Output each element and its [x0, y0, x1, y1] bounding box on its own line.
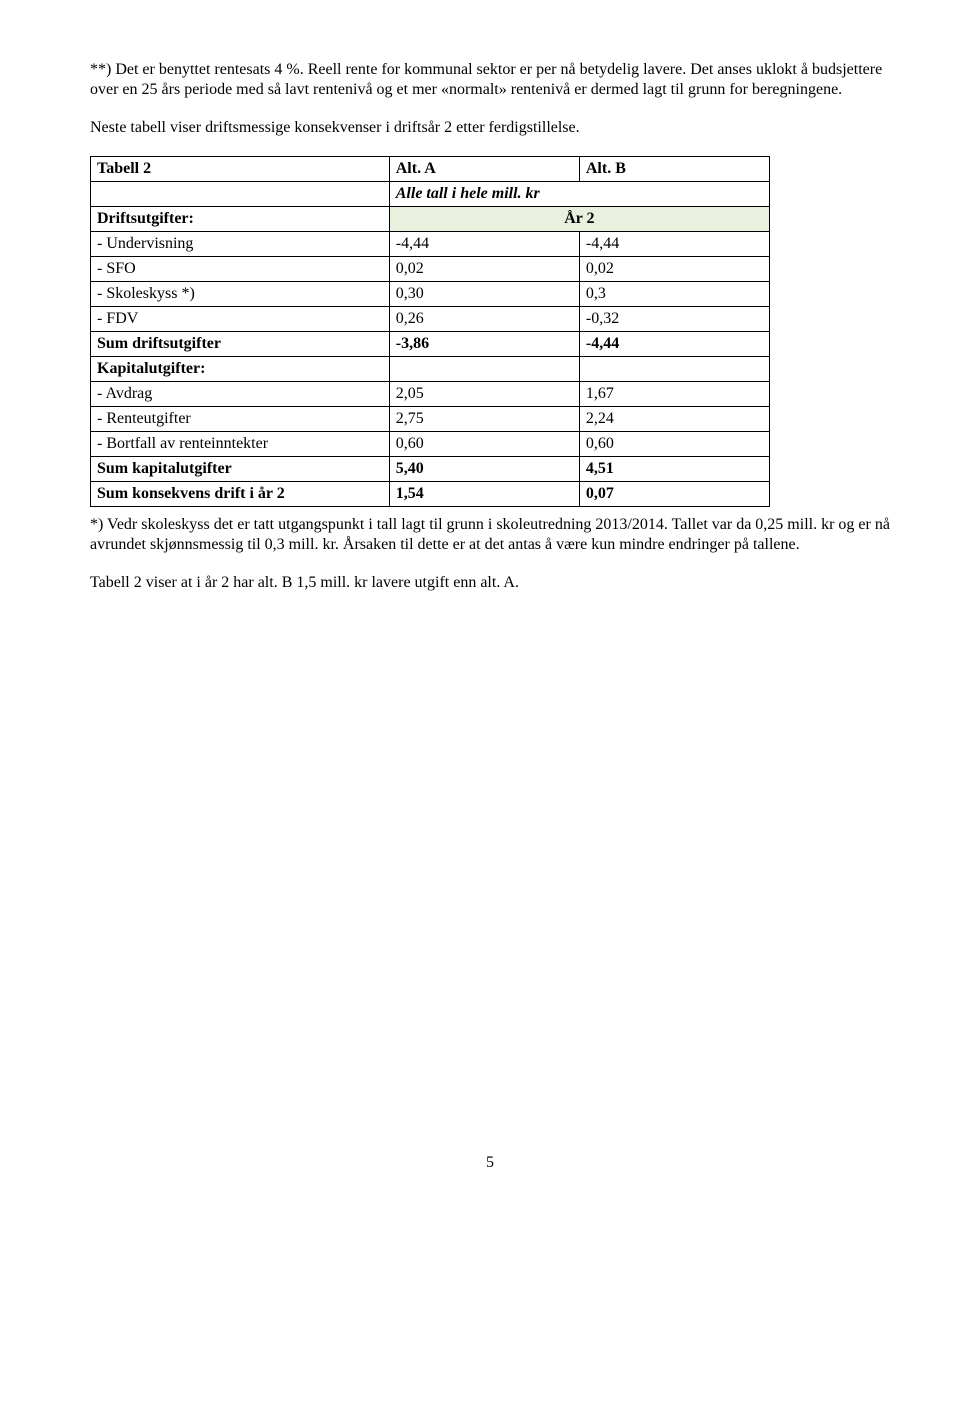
table-row: - Bortfall av renteinntekter 0,60 0,60: [91, 432, 770, 457]
page-number: 5: [90, 1153, 890, 1173]
col-header-b: Alt. B: [579, 157, 769, 182]
subheader: Alle tall i hele mill. kr: [389, 182, 769, 207]
paragraph-intro: Neste tabell viser driftsmessige konsekv…: [90, 118, 890, 138]
sum-kapital-label: Sum kapitalutgifter: [91, 457, 390, 482]
row-val-a: -4,44: [389, 232, 579, 257]
sum-kapital-b: 4,51: [579, 457, 769, 482]
sum-kapital-a: 5,40: [389, 457, 579, 482]
table-row: - Skoleskyss *) 0,30 0,3: [91, 282, 770, 307]
paragraph-footnote: *) Vedr skoleskyss det er tatt utgangspu…: [90, 515, 890, 555]
row-label: - Bortfall av renteinntekter: [91, 432, 390, 457]
empty-cell: [389, 357, 579, 382]
table-title: Tabell 2: [91, 157, 390, 182]
row-val-a: 0,30: [389, 282, 579, 307]
row-label: - Skoleskyss *): [91, 282, 390, 307]
row-val-a: 0,26: [389, 307, 579, 332]
table-2: Tabell 2 Alt. A Alt. B Alle tall i hele …: [90, 156, 770, 507]
row-label: - SFO: [91, 257, 390, 282]
table-row: - FDV 0,26 -0,32: [91, 307, 770, 332]
row-label: - Renteutgifter: [91, 407, 390, 432]
table-row: - Renteutgifter 2,75 2,24: [91, 407, 770, 432]
row-label: - Undervisning: [91, 232, 390, 257]
sum-kapital-row: Sum kapitalutgifter 5,40 4,51: [91, 457, 770, 482]
row-val-b: 0,3: [579, 282, 769, 307]
row-label: - FDV: [91, 307, 390, 332]
drifts-label: Driftsutgifter:: [91, 207, 390, 232]
sum-drift-row: Sum driftsutgifter -3,86 -4,44: [91, 332, 770, 357]
sum-total-a: 1,54: [389, 482, 579, 507]
sum-drift-b: -4,44: [579, 332, 769, 357]
sum-drift-a: -3,86: [389, 332, 579, 357]
row-val-b: -4,44: [579, 232, 769, 257]
row-val-a: 0,60: [389, 432, 579, 457]
row-val-b: -0,32: [579, 307, 769, 332]
year-label: År 2: [389, 207, 769, 232]
row-val-b: 1,67: [579, 382, 769, 407]
paragraph-note-1: **) Det er benyttet rentesats 4 %. Reell…: [90, 60, 890, 100]
row-label: - Avdrag: [91, 382, 390, 407]
row-val-a: 2,05: [389, 382, 579, 407]
kapital-label: Kapitalutgifter:: [91, 357, 390, 382]
paragraph-conclusion: Tabell 2 viser at i år 2 har alt. B 1,5 …: [90, 573, 890, 593]
kapital-header-row: Kapitalutgifter:: [91, 357, 770, 382]
empty-cell: [579, 357, 769, 382]
table-row: - Avdrag 2,05 1,67: [91, 382, 770, 407]
row-val-b: 0,60: [579, 432, 769, 457]
table-row: - SFO 0,02 0,02: [91, 257, 770, 282]
sum-total-b: 0,07: [579, 482, 769, 507]
col-header-a: Alt. A: [389, 157, 579, 182]
empty-cell: [91, 182, 390, 207]
row-val-b: 2,24: [579, 407, 769, 432]
sum-total-row: Sum konsekvens drift i år 2 1,54 0,07: [91, 482, 770, 507]
sum-total-label: Sum konsekvens drift i år 2: [91, 482, 390, 507]
sum-drift-label: Sum driftsutgifter: [91, 332, 390, 357]
row-val-a: 0,02: [389, 257, 579, 282]
row-val-a: 2,75: [389, 407, 579, 432]
table-row: - Undervisning -4,44 -4,44: [91, 232, 770, 257]
row-val-b: 0,02: [579, 257, 769, 282]
